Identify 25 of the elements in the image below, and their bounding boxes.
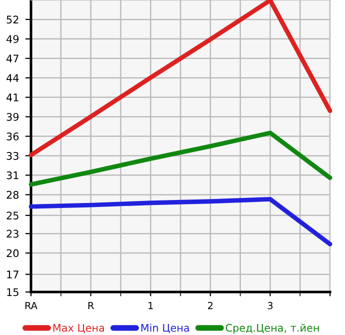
y-tick-label: 36 (6, 132, 19, 140)
y-tick-label: 23 (6, 230, 18, 238)
line-series (28, 196, 332, 246)
x-tick-label: R (88, 302, 94, 310)
x-tick-label: 3 (268, 302, 273, 310)
x-tick-label: 1 (148, 302, 153, 310)
y-tick-label: 15 (7, 288, 18, 296)
legend-label: Сред.Цена, т.йен (226, 324, 319, 334)
legend-label: Max Цена (53, 324, 104, 334)
y-tick-label: 41 (6, 94, 18, 102)
y-tick-label: 39 (6, 112, 19, 121)
y-tick-label: 33 (6, 152, 18, 160)
y-tick-label: 44 (6, 74, 19, 82)
y-tick-label: 47 (6, 54, 18, 62)
line-series (28, 130, 332, 187)
y-tick-label: 31 (6, 171, 18, 180)
x-tick-label: RA (25, 302, 38, 310)
y-tick-label: 52 (6, 16, 18, 24)
y-tick-label: 20 (6, 249, 19, 258)
y-tick-label: 25 (6, 212, 18, 220)
legend-label: Min Цена (141, 324, 189, 334)
y-tick-label: 49 (6, 35, 19, 43)
x-tick-label: 2 (208, 302, 213, 310)
y-tick-label: 28 (6, 190, 19, 199)
y-tick-label: 17 (7, 270, 18, 278)
